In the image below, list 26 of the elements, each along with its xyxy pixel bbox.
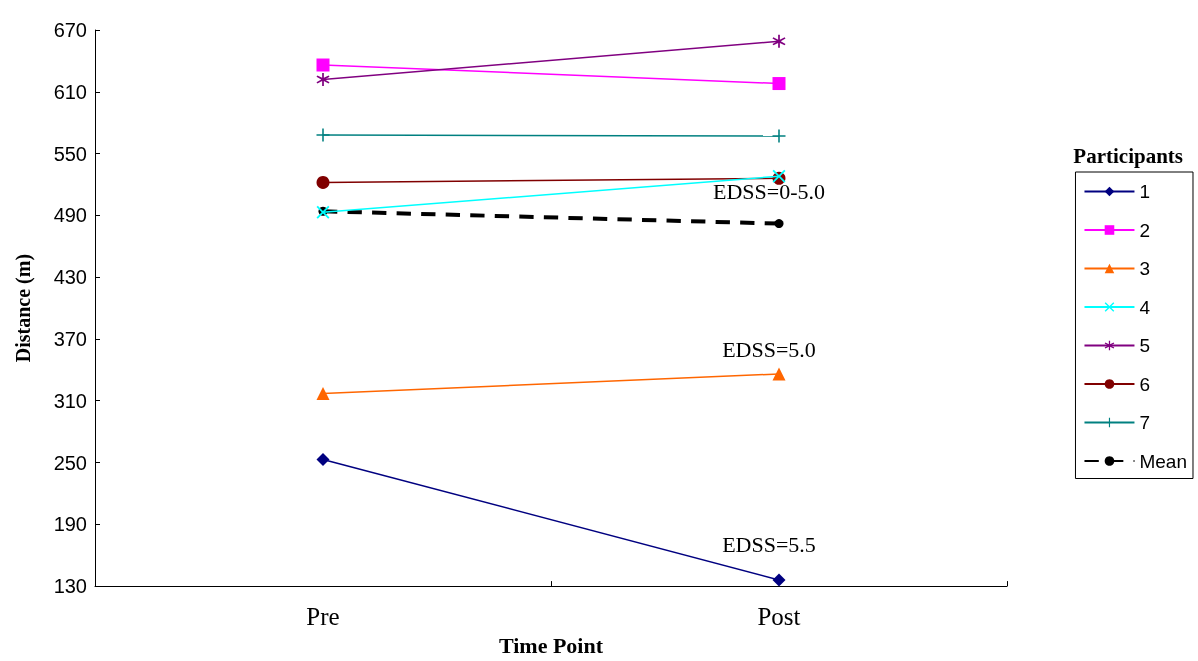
y-tick-label: 370 [53, 327, 87, 350]
y-tick-label: 430 [53, 266, 87, 289]
x-tick-label: Pre [306, 603, 340, 631]
y-tick-label: 670 [53, 19, 87, 41]
legend-label: 2 [1139, 219, 1151, 241]
y-tick-label: 610 [53, 80, 87, 103]
y-axis-title: Distance (m) [12, 253, 35, 363]
y-tick-label: 310 [53, 389, 87, 412]
annotation: EDSS=5.0 [722, 337, 816, 363]
legend-label: 3 [1139, 258, 1151, 279]
legend-label: Mean [1139, 450, 1187, 472]
y-tick-label: 190 [53, 513, 87, 536]
legend-label: 4 [1139, 296, 1151, 318]
y-tick-label: 130 [53, 575, 87, 598]
y-tick-label: 550 [53, 142, 87, 165]
legend-label: 7 [1139, 412, 1151, 433]
legend-label: 1 [1139, 181, 1151, 202]
legend-label: 5 [1139, 335, 1151, 356]
annotation: EDSS=5.5 [722, 531, 816, 557]
legend-label: 6 [1139, 373, 1151, 395]
annotation: EDSS=0-5.0 [712, 178, 826, 204]
y-tick-label: 490 [53, 204, 87, 227]
legend-title: Participants [1073, 143, 1183, 168]
x-tick-label: Post [757, 603, 801, 631]
y-tick-label: 250 [53, 451, 87, 474]
x-axis-title: Time Point [498, 632, 604, 658]
